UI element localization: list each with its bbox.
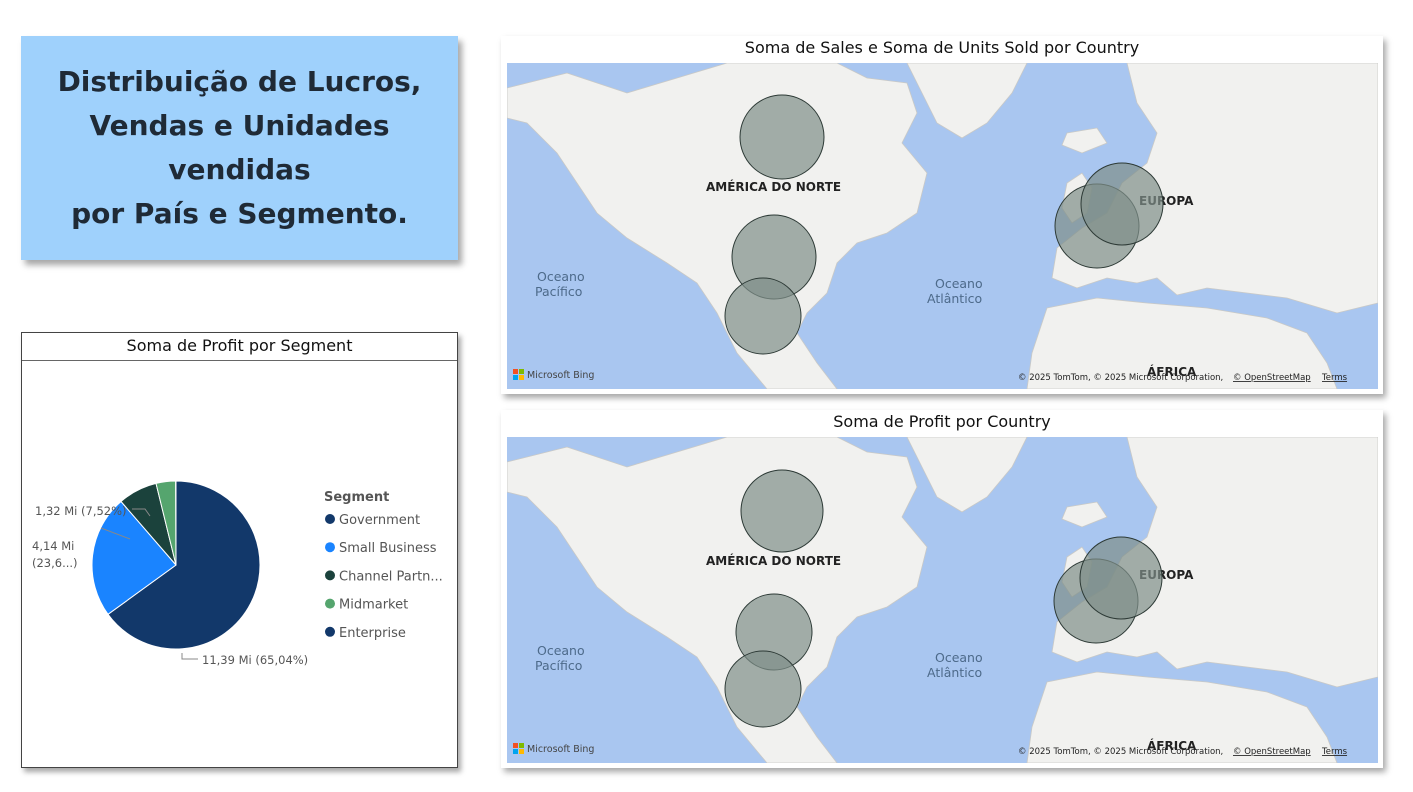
map-1-terms-link[interactable]: Terms bbox=[1321, 373, 1348, 383]
data-label-channel-partners: 1,32 Mi (7,52%) bbox=[35, 504, 127, 518]
map-1-canvas[interactable]: Oceano Pacífico Oceano Atlântico AMÉRICA… bbox=[507, 63, 1378, 389]
map-1-attribution: © 2025 TomTom, © 2025 Microsoft Corporat… bbox=[1018, 373, 1223, 383]
report-title-line-3: por País e Segmento. bbox=[71, 197, 408, 230]
map-2-bubble-canada[interactable] bbox=[740, 469, 824, 553]
legend-item-enterprise[interactable]: Enterprise bbox=[339, 626, 406, 641]
map-1-osm-link[interactable]: © OpenStreetMap bbox=[1233, 373, 1311, 383]
map-2-pacific-label-1: Oceano bbox=[537, 643, 585, 658]
map-2-landmass bbox=[507, 437, 1378, 763]
map-2-canvas[interactable]: Oceano Pacífico Oceano Atlântico AMÉRICA… bbox=[507, 437, 1378, 763]
legend-marker-government[interactable] bbox=[325, 514, 335, 524]
legend-item-midmarket[interactable]: Midmarket bbox=[339, 598, 408, 613]
map-2-atlantic-label-2: Atlântico bbox=[927, 665, 982, 680]
report-title: Distribuição de Lucros, Vendas e Unidade… bbox=[21, 60, 458, 236]
map-1-bing-text: Microsoft Bing bbox=[527, 370, 594, 381]
leader-line-small-business bbox=[100, 527, 131, 540]
map-1-bubble-germany[interactable] bbox=[1080, 162, 1164, 246]
map-2-terms-link[interactable]: Terms bbox=[1321, 747, 1348, 757]
legend-marker-midmarket[interactable] bbox=[325, 598, 335, 609]
map-2-pacific-label-2: Pacífico bbox=[535, 658, 582, 673]
map-1-pacific-label-2: Pacífico bbox=[535, 284, 582, 299]
map-2-africa-label: ÁFRICA bbox=[1147, 738, 1197, 753]
pie-chart-svg: 1,32 Mi (7,52%) 4,14 Mi (23,6...) 11,39 … bbox=[32, 480, 443, 667]
sales-units-by-country-visual[interactable]: Soma de Sales e Soma de Units Sold por C… bbox=[501, 36, 1383, 394]
map-1-atlantic-label-1: Oceano bbox=[935, 276, 983, 291]
map-2-bubble-germany[interactable] bbox=[1079, 536, 1163, 620]
map-1-pacific-label-1: Oceano bbox=[537, 269, 585, 284]
legend-title: Segment bbox=[324, 490, 389, 505]
legend-marker-channel-partners[interactable] bbox=[325, 570, 335, 581]
map-1-bubble-canada[interactable] bbox=[739, 94, 825, 180]
map-2-svg: Oceano Pacífico Oceano Atlântico AMÉRICA… bbox=[507, 437, 1378, 763]
leader-line-channel-partners bbox=[132, 508, 151, 517]
report-title-card: Distribuição de Lucros, Vendas e Unidade… bbox=[21, 36, 458, 260]
map-1-africa-label: ÁFRICA bbox=[1147, 364, 1197, 379]
map-1-landmass bbox=[507, 63, 1378, 389]
map-2-north-america-label: AMÉRICA DO NORTE bbox=[706, 553, 841, 568]
legend-item-channel-partners[interactable]: Channel Partn... bbox=[339, 569, 443, 584]
map-2-bing-text: Microsoft Bing bbox=[527, 744, 594, 755]
report-title-line-2: Vendas e Unidades vendidas bbox=[89, 109, 390, 186]
legend-marker-small-business[interactable] bbox=[325, 542, 335, 553]
map-2-osm-link[interactable]: © OpenStreetMap bbox=[1233, 747, 1311, 757]
map-2-attribution: © 2025 TomTom, © 2025 Microsoft Corporat… bbox=[1018, 747, 1223, 757]
data-label-small-business-line1: 4,14 Mi bbox=[32, 539, 74, 553]
pie-legend: Government Small Business Channel Partn...… bbox=[325, 513, 443, 641]
map-2-bubble-mexico[interactable] bbox=[724, 650, 802, 728]
profit-by-segment-visual[interactable]: Soma de Profit por Segment 1,32 Mi (7,52… bbox=[21, 332, 458, 768]
map-1-title: Soma de Sales e Soma de Units Sold por C… bbox=[744, 38, 1140, 57]
report-title-line-1: Distribuição de Lucros, bbox=[57, 65, 422, 98]
legend-item-government[interactable]: Government bbox=[339, 513, 420, 528]
leader-line-government bbox=[181, 653, 198, 660]
pie-slice-small-business[interactable] bbox=[91, 500, 177, 616]
legend-item-small-business[interactable]: Small Business bbox=[339, 541, 437, 556]
map-1-bing-logo: Microsoft Bing bbox=[513, 369, 594, 381]
map-2-bing-logo: Microsoft Bing bbox=[513, 743, 594, 755]
map-1-north-america-label: AMÉRICA DO NORTE bbox=[706, 179, 841, 194]
map-1-svg: Oceano Pacífico Oceano Atlântico AMÉRICA… bbox=[507, 63, 1378, 389]
data-label-small-business-line2: (23,6...) bbox=[32, 556, 78, 570]
pie-slice-government[interactable] bbox=[107, 480, 261, 650]
profit-by-country-visual[interactable]: Soma de Profit por Country Oceano Pacífi… bbox=[501, 410, 1383, 768]
pie-slices bbox=[91, 480, 261, 650]
legend-marker-enterprise[interactable] bbox=[325, 626, 335, 637]
map-2-title: Soma de Profit por Country bbox=[833, 412, 1051, 431]
map-1-atlantic-label-2: Atlântico bbox=[927, 291, 982, 306]
map-2-atlantic-label-1: Oceano bbox=[935, 650, 983, 665]
pie-visual-title: Soma de Profit por Segment bbox=[22, 333, 457, 361]
map-1-bubble-mexico[interactable] bbox=[724, 277, 802, 355]
data-label-government: 11,39 Mi (65,04%) bbox=[202, 653, 308, 667]
